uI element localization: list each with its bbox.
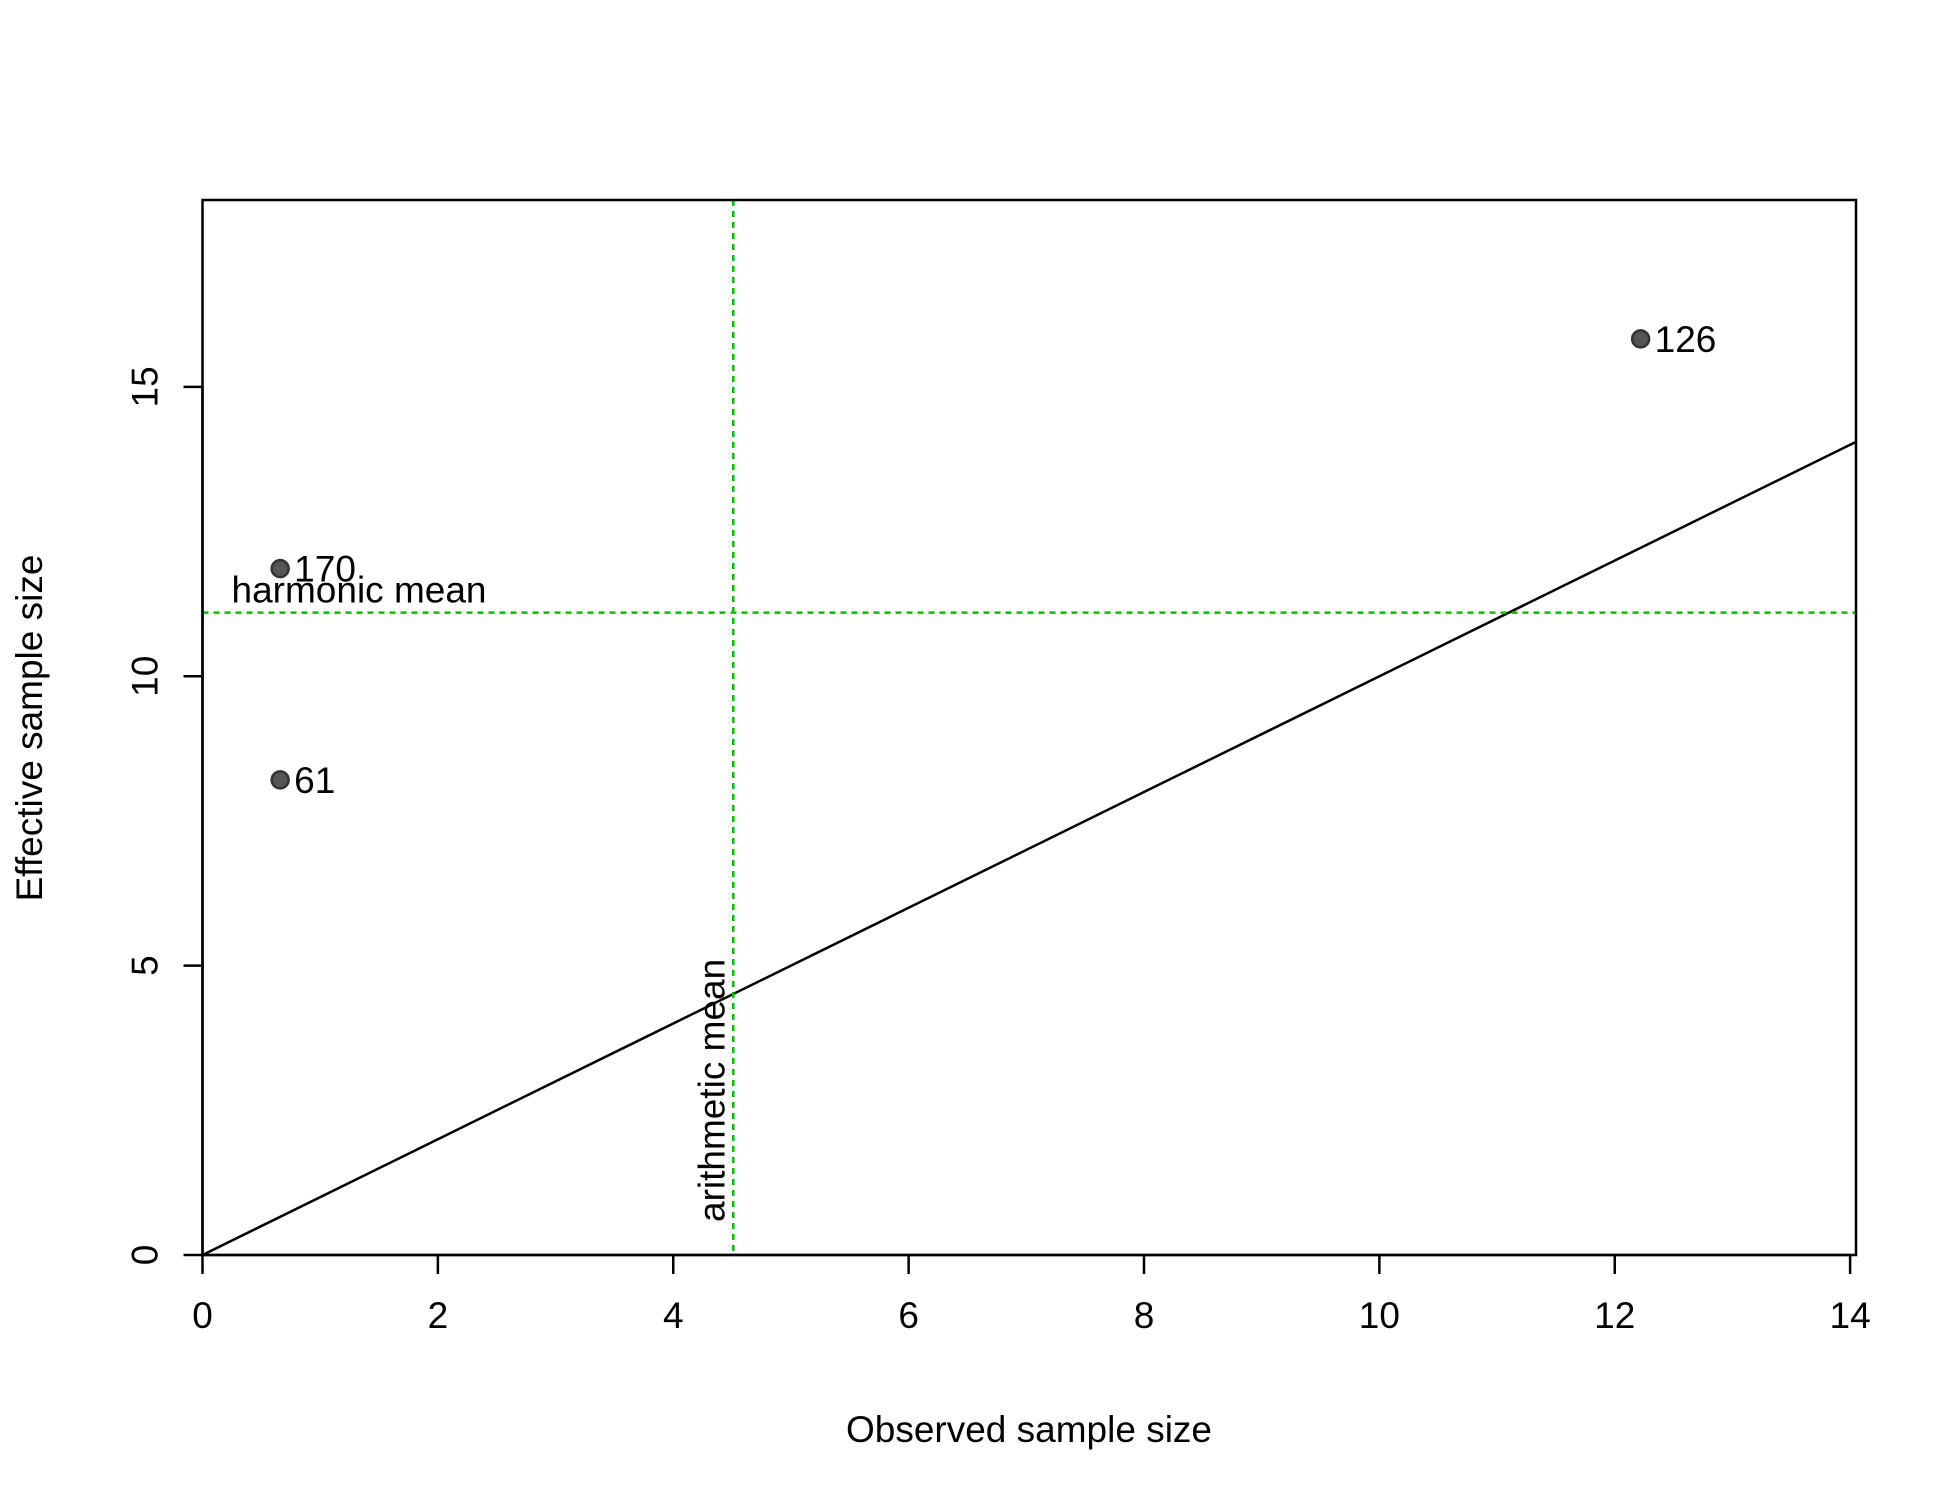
point-label: 170 xyxy=(294,549,356,590)
point xyxy=(270,558,290,579)
plot-box xyxy=(201,198,1858,1257)
x-tick-label: 8 xyxy=(1134,1295,1155,1336)
x-tick-label: 12 xyxy=(1594,1295,1635,1336)
point-label: 61 xyxy=(294,760,335,801)
y-tick-label: 10 xyxy=(125,656,166,697)
x-tick-label: 0 xyxy=(192,1295,213,1336)
arithmetic-mean-label: arithmetic mean xyxy=(691,959,732,1222)
y-axis-label: Effective sample size xyxy=(9,555,50,902)
x-tick-label: 6 xyxy=(898,1295,919,1336)
y-tick-label: 5 xyxy=(125,955,166,976)
x-tick-label: 14 xyxy=(1830,1295,1871,1336)
harmonic-mean-label: harmonic mean xyxy=(232,570,487,611)
point xyxy=(270,770,290,790)
y-tick-label: 0 xyxy=(125,1245,166,1266)
x-axis-label: Observed sample size xyxy=(846,1409,1212,1450)
reference-line xyxy=(202,440,1856,1255)
point xyxy=(1630,329,1651,349)
point-label: 126 xyxy=(1655,319,1717,360)
x-tick-label: 4 xyxy=(663,1295,684,1336)
x-tick-label: 2 xyxy=(428,1295,449,1336)
y-tick-label: 15 xyxy=(125,366,166,407)
x-tick-label: 10 xyxy=(1359,1295,1400,1336)
